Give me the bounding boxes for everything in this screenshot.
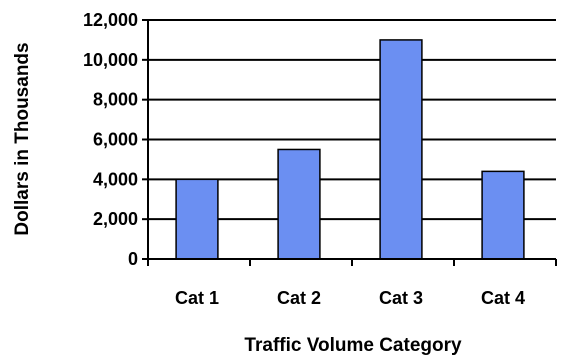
- bar-cat-2: [277, 148, 321, 260]
- x-category-labels: Cat 1 Cat 2 Cat 3 Cat 4: [175, 288, 525, 308]
- y-axis-title: Dollars in Thousands: [12, 42, 33, 235]
- bar-cat-1: [175, 178, 219, 260]
- y-tick-label: 6,000: [93, 130, 138, 150]
- bars: [175, 39, 525, 260]
- x-category-label: Cat 1: [175, 288, 219, 308]
- x-category-label: Cat 2: [277, 288, 321, 308]
- y-tick-label: 10,000: [83, 50, 138, 70]
- y-tick-labels: 0 2,000 4,000 6,000 8,000 10,000 12,000: [83, 10, 138, 269]
- y-tick-label: 0: [128, 249, 138, 269]
- axes: [142, 19, 557, 266]
- y-tick-label: 2,000: [93, 209, 138, 229]
- y-tick-label: 4,000: [93, 169, 138, 189]
- y-tick-label: 12,000: [83, 10, 138, 30]
- bar-cat-3: [379, 39, 423, 260]
- y-tick-label: 8,000: [93, 90, 138, 110]
- bar-cat-4: [481, 170, 525, 260]
- x-category-label: Cat 3: [379, 288, 423, 308]
- x-category-label: Cat 4: [481, 288, 525, 308]
- x-axis-title: Traffic Volume Category: [244, 335, 462, 356]
